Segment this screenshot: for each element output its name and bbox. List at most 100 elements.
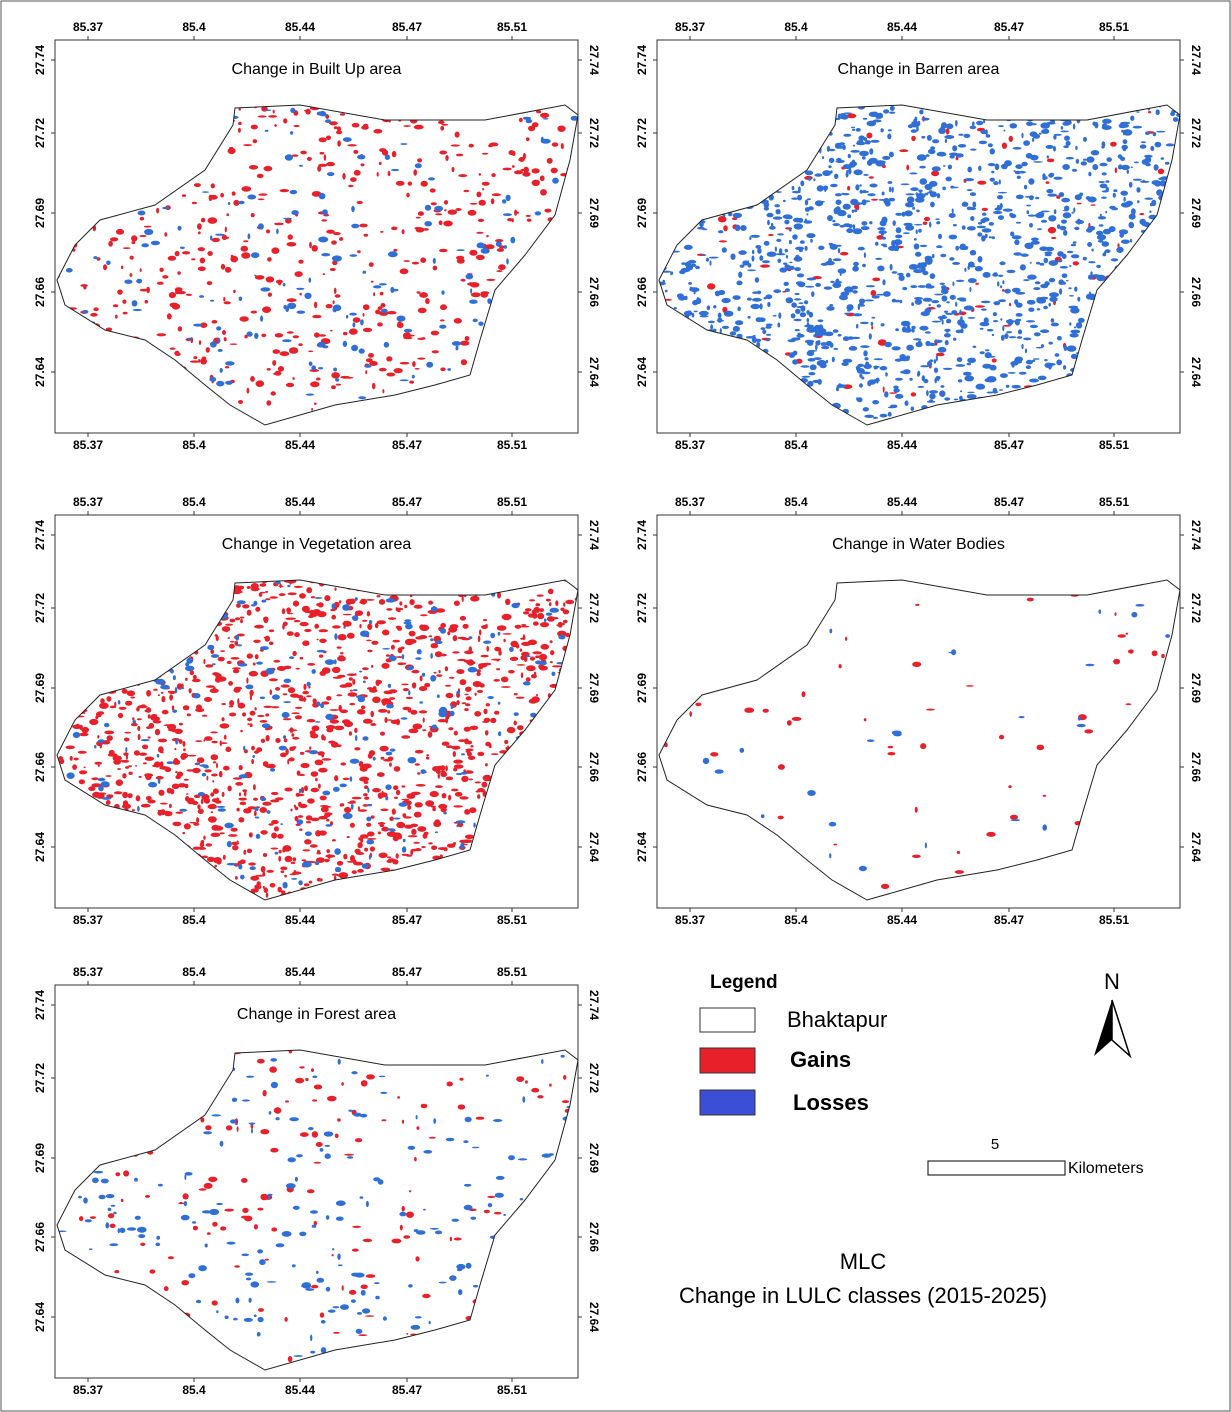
patch bbox=[949, 213, 956, 218]
patch bbox=[1042, 173, 1045, 178]
patch bbox=[532, 180, 540, 186]
patch bbox=[807, 278, 817, 281]
patch bbox=[430, 188, 436, 192]
patch bbox=[968, 317, 976, 319]
y-tick-label: 27.74 bbox=[33, 45, 47, 75]
patch bbox=[527, 219, 532, 222]
patch bbox=[1015, 319, 1020, 325]
patch bbox=[216, 635, 219, 641]
patch bbox=[1028, 178, 1034, 184]
patch bbox=[964, 178, 974, 181]
patch bbox=[368, 353, 374, 358]
patch bbox=[806, 233, 815, 238]
patch bbox=[204, 697, 212, 702]
patch bbox=[916, 210, 920, 213]
y-tick-label: 27.74 bbox=[635, 45, 649, 75]
patch bbox=[783, 200, 786, 202]
patch bbox=[326, 136, 331, 141]
patch bbox=[144, 229, 153, 235]
patch bbox=[470, 288, 472, 294]
patch bbox=[863, 407, 869, 411]
patch bbox=[791, 337, 800, 340]
patch bbox=[556, 624, 559, 626]
patch bbox=[380, 292, 384, 296]
patch bbox=[901, 321, 911, 327]
patch bbox=[212, 320, 218, 324]
patch bbox=[1006, 331, 1012, 333]
patch bbox=[860, 322, 869, 324]
patch bbox=[993, 181, 998, 185]
patch bbox=[857, 364, 864, 367]
patch bbox=[973, 346, 977, 348]
patch bbox=[797, 282, 805, 288]
patch bbox=[317, 878, 322, 882]
patch bbox=[350, 254, 358, 257]
patch bbox=[1025, 349, 1027, 354]
patch bbox=[883, 109, 889, 113]
patch bbox=[220, 650, 225, 652]
patch bbox=[343, 778, 350, 780]
patch bbox=[400, 362, 410, 365]
patch bbox=[93, 256, 97, 259]
patch bbox=[1131, 208, 1136, 215]
patch bbox=[315, 830, 321, 836]
patch bbox=[353, 689, 358, 691]
patch bbox=[197, 757, 205, 763]
patch bbox=[467, 282, 476, 286]
patch bbox=[475, 781, 482, 783]
patch bbox=[349, 703, 355, 705]
patch bbox=[876, 294, 885, 296]
patch bbox=[466, 274, 474, 280]
patch bbox=[362, 667, 369, 670]
patch bbox=[453, 760, 463, 764]
patch bbox=[305, 109, 310, 115]
patch bbox=[529, 599, 535, 601]
patch bbox=[1115, 167, 1117, 173]
patch bbox=[530, 657, 535, 661]
patch bbox=[563, 609, 569, 614]
patch bbox=[1044, 251, 1052, 254]
y-tick-label: 27.74 bbox=[587, 45, 601, 75]
patch bbox=[287, 298, 297, 302]
patch bbox=[512, 151, 516, 156]
patch bbox=[1099, 277, 1105, 280]
patch bbox=[430, 602, 433, 604]
patch bbox=[433, 258, 436, 264]
patch bbox=[985, 378, 993, 382]
patch bbox=[438, 773, 440, 779]
patch bbox=[1012, 365, 1015, 368]
patch bbox=[431, 845, 437, 850]
patch bbox=[806, 310, 809, 315]
patch bbox=[1024, 243, 1033, 249]
patch bbox=[260, 697, 265, 700]
patch bbox=[1116, 247, 1123, 253]
patch bbox=[228, 637, 231, 639]
patch bbox=[307, 798, 315, 803]
patch bbox=[940, 283, 945, 285]
patch bbox=[195, 740, 202, 742]
patch bbox=[291, 733, 294, 737]
patch bbox=[360, 631, 369, 637]
patch bbox=[404, 605, 407, 609]
patch bbox=[332, 839, 336, 841]
patch bbox=[970, 250, 976, 256]
patch bbox=[874, 358, 883, 360]
patch bbox=[1130, 116, 1134, 121]
patch bbox=[285, 154, 293, 160]
map-frame bbox=[55, 515, 578, 908]
patch bbox=[510, 237, 515, 244]
patch bbox=[1083, 257, 1087, 261]
patch bbox=[420, 625, 430, 631]
patch bbox=[215, 234, 224, 236]
patch bbox=[106, 696, 111, 702]
patch bbox=[223, 855, 226, 860]
patch bbox=[211, 754, 219, 760]
patch bbox=[461, 753, 465, 755]
patch bbox=[1036, 262, 1040, 265]
patch bbox=[967, 167, 972, 173]
patch bbox=[934, 368, 938, 373]
patch bbox=[224, 823, 233, 829]
patch bbox=[263, 617, 269, 622]
patch bbox=[425, 205, 431, 211]
patch bbox=[403, 332, 411, 339]
